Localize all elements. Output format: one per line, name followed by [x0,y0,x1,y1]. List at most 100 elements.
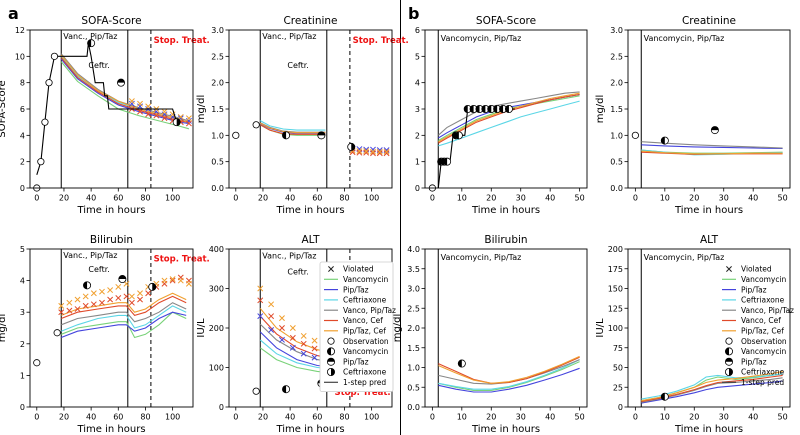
step-marker-fill [440,158,445,166]
violated-marker [90,290,97,297]
violated-marker [137,108,143,115]
chart-title: Bilirubin [90,234,133,246]
y-axis-label: mg/dl [595,95,606,124]
treatment-marker-fill [282,131,287,139]
y-tick-label: 6 [20,105,25,114]
legend-label: Vancomycin [343,347,389,356]
violated-marker [137,290,143,297]
violated-marker [74,296,81,303]
legend-swatch-fill [327,358,335,362]
legend-label: Observation [343,337,389,346]
legend-swatch [328,266,334,272]
y-tick-label: 400 [209,245,224,254]
x-tick-label: 80 [140,194,150,203]
series-line-vanco-pip-taz [641,141,783,149]
x-tick-label: 0 [633,413,638,422]
y-tick-label: 200 [608,245,623,254]
series-line-vanco-pip-taz [61,302,187,326]
y-tick-label: 100 [209,364,224,373]
violated-marker [74,306,81,312]
series-line-pip-taz-cef [641,150,783,155]
chart-a-creatinine: Creatinine 0 20 40 60 80 100 0.0 0.5 1.0 1.5 2.0 2.5… [196,15,409,216]
x-tick-label: 80 [339,413,349,422]
y-tick-label: 200 [209,324,224,333]
x-tick-label: 100 [165,194,180,203]
violated-marker [99,299,105,306]
treatment-marker-fill [117,79,125,83]
violated-marker [185,115,192,122]
y-tick-label: 4.0 [407,245,420,254]
y-tick-label: 10 [15,52,25,61]
legend-label: Pip/Taz, Cef [343,327,386,336]
series-line-vancomycin [438,361,580,391]
series-line-vanco-cef [60,57,189,123]
violated-marker [145,290,152,297]
x-tick-label: 0 [233,413,238,422]
x-axis-label: Time in hours [275,205,344,216]
observation-marker [50,52,59,60]
violated-marker [66,307,73,314]
chart-title: SOFA-Score [81,15,141,27]
observation-marker [631,131,639,139]
series-line-pip-taz [641,144,783,150]
violated-marker [289,325,296,331]
plot-area [640,30,783,188]
x-tick-label: 100 [364,194,379,203]
y-tick-label: 4 [415,79,420,88]
violated-marker [58,309,65,316]
series-line-pip-taz-cef [259,122,326,134]
y-tick-label: 0 [20,403,25,412]
chart-a-sofa-score: SOFA-Score 0 20 40 60 80 100 0 2 4 6 8 10 12 Time in h… [0,15,210,216]
legend-label: Pip/Taz [343,357,369,366]
step-marker-fill [505,105,509,113]
violated-marker [383,150,390,157]
x-tick-label: 40 [285,413,295,422]
violated-marker [177,113,184,120]
step-marker-fill [437,158,442,166]
violated-marker [66,299,73,306]
violated-marker [279,315,285,322]
x-tick-label: 80 [339,194,349,203]
violated-marker [363,148,370,155]
y-tick-label: 0.0 [211,184,224,193]
violated-marker [128,293,135,300]
axes-frame [29,248,194,408]
y-tick-label: 1.5 [407,344,420,353]
legend-swatch [726,266,732,272]
x-tick-label: 20 [486,194,496,203]
observation-marker [252,121,260,129]
y-axis-label: SOFA-Score [0,80,8,137]
violated-marker [356,148,363,155]
y-tick-label: 0.5 [407,383,420,392]
axes-frame [627,248,791,408]
y-tick-label: 300 [209,285,224,294]
axes-frame [627,29,791,189]
violated-marker [153,112,160,119]
violated-marker [145,103,152,110]
y-tick-label: 3.5 [407,265,420,274]
y-tick-label: 3 [20,308,25,317]
treatment-label: Vanc., Pip/Taz [63,251,117,260]
violated-marker [99,288,105,295]
x-tick-label: 0 [633,194,638,203]
violated-marker [376,148,383,155]
x-tick-label: 0 [430,194,435,203]
treatment-marker-fill [87,39,92,47]
x-tick-label: 0 [34,413,39,422]
violated-marker [257,313,264,320]
x-tick-label: 10 [660,194,670,203]
axes-frame [29,29,194,189]
x-tick-label: 50 [575,413,585,422]
violated-marker [137,296,143,303]
violated-marker [58,302,65,309]
plot-area [259,30,390,188]
y-tick-label: 0.0 [610,184,623,193]
legend-label: Vancomycin [343,275,389,284]
y-tick-label: 1.0 [407,364,420,373]
y-tick-label: 25 [613,383,623,392]
y-tick-label: 2.5 [407,304,420,313]
y-tick-label: 2 [415,131,420,140]
treatment-marker-fill [118,275,126,280]
x-tick-label: 0 [430,413,435,422]
